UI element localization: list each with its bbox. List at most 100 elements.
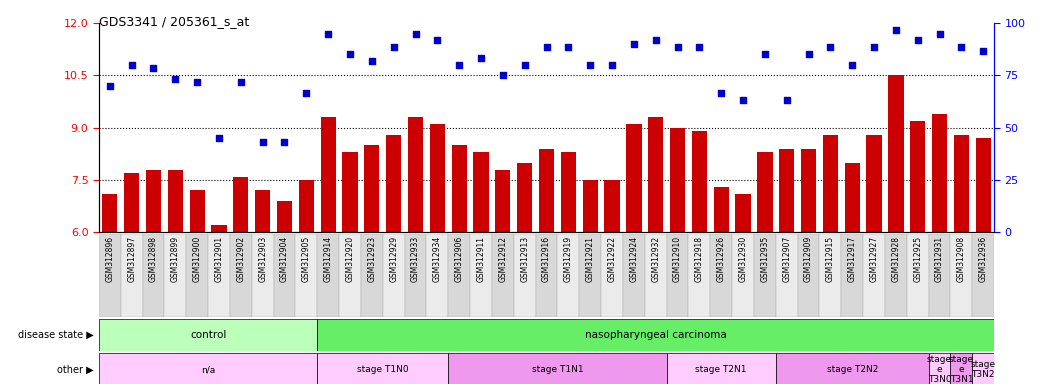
- Text: GSM312901: GSM312901: [214, 236, 224, 282]
- Bar: [99, 319, 318, 351]
- Text: GSM312920: GSM312920: [346, 236, 355, 282]
- Bar: [863, 234, 885, 317]
- Bar: [929, 234, 950, 317]
- Text: GSM312933: GSM312933: [411, 236, 420, 282]
- Point: [429, 37, 446, 43]
- Bar: [670, 127, 685, 232]
- Bar: [885, 234, 907, 317]
- Text: GSM312927: GSM312927: [869, 236, 879, 282]
- Point: [123, 62, 139, 68]
- Bar: [561, 152, 576, 232]
- Bar: [430, 124, 445, 232]
- Point: [691, 45, 708, 51]
- Point: [822, 45, 839, 51]
- Bar: [277, 201, 293, 232]
- Text: GDS3341 / 205361_s_at: GDS3341 / 205361_s_at: [99, 15, 249, 28]
- Bar: [822, 135, 838, 232]
- Point: [341, 51, 358, 58]
- Point: [626, 41, 642, 47]
- Bar: [99, 353, 318, 384]
- Text: GSM312904: GSM312904: [280, 236, 289, 282]
- Text: GSM312932: GSM312932: [652, 236, 660, 282]
- Point: [560, 45, 577, 51]
- Point: [975, 48, 992, 54]
- Text: GSM312900: GSM312900: [193, 236, 202, 282]
- Bar: [318, 234, 339, 317]
- Text: GSM312924: GSM312924: [630, 236, 638, 282]
- Bar: [471, 234, 492, 317]
- Bar: [841, 234, 863, 317]
- Bar: [164, 234, 186, 317]
- Point: [735, 97, 752, 103]
- Bar: [318, 353, 449, 384]
- Point: [320, 30, 336, 36]
- Text: GSM312914: GSM312914: [324, 236, 333, 282]
- Bar: [143, 234, 164, 317]
- Text: GSM312930: GSM312930: [738, 236, 747, 282]
- Bar: [819, 234, 841, 317]
- Bar: [99, 234, 121, 317]
- Point: [210, 135, 227, 141]
- Bar: [211, 225, 227, 232]
- Point: [932, 30, 948, 36]
- Bar: [910, 121, 925, 232]
- Bar: [929, 353, 950, 384]
- Text: GSM312908: GSM312908: [957, 236, 966, 282]
- Text: stage
e
T3N1: stage e T3N1: [948, 356, 974, 384]
- Bar: [274, 234, 296, 317]
- Point: [254, 139, 271, 145]
- Bar: [623, 234, 644, 317]
- Point: [363, 58, 380, 65]
- Bar: [452, 145, 466, 232]
- Text: GSM312911: GSM312911: [477, 236, 485, 282]
- Bar: [605, 180, 619, 232]
- Text: GSM312899: GSM312899: [171, 236, 180, 282]
- Bar: [710, 234, 732, 317]
- Point: [713, 90, 730, 96]
- Bar: [950, 234, 972, 317]
- Bar: [754, 234, 776, 317]
- Bar: [339, 234, 361, 317]
- Bar: [735, 194, 751, 232]
- Bar: [449, 234, 471, 317]
- Text: GSM312905: GSM312905: [302, 236, 311, 282]
- Bar: [666, 234, 688, 317]
- Bar: [474, 152, 488, 232]
- Point: [954, 45, 970, 51]
- Bar: [321, 117, 336, 232]
- Bar: [296, 234, 318, 317]
- Bar: [972, 234, 994, 317]
- Bar: [779, 149, 794, 232]
- Point: [407, 30, 424, 36]
- Bar: [361, 234, 383, 317]
- Bar: [342, 152, 358, 232]
- Bar: [583, 180, 598, 232]
- Point: [298, 90, 314, 96]
- Text: GSM312896: GSM312896: [105, 236, 115, 282]
- Bar: [408, 117, 423, 232]
- Bar: [189, 190, 205, 232]
- Point: [648, 37, 664, 43]
- Bar: [797, 234, 819, 317]
- Point: [801, 51, 817, 58]
- Bar: [168, 170, 183, 232]
- Bar: [932, 114, 947, 232]
- Bar: [954, 135, 969, 232]
- Bar: [252, 234, 274, 317]
- Text: GSM312934: GSM312934: [433, 236, 441, 282]
- Bar: [888, 75, 904, 232]
- Text: GSM312918: GSM312918: [695, 236, 704, 282]
- Bar: [757, 152, 772, 232]
- Point: [276, 139, 293, 145]
- Bar: [146, 170, 161, 232]
- Point: [516, 62, 533, 68]
- Bar: [557, 234, 579, 317]
- Text: disease state ▶: disease state ▶: [18, 330, 94, 340]
- Bar: [536, 234, 557, 317]
- Bar: [230, 234, 252, 317]
- Text: stage T2N1: stage T2N1: [695, 365, 747, 374]
- Bar: [691, 131, 707, 232]
- Text: GSM312925: GSM312925: [913, 236, 922, 282]
- Bar: [539, 149, 554, 232]
- Point: [101, 83, 118, 89]
